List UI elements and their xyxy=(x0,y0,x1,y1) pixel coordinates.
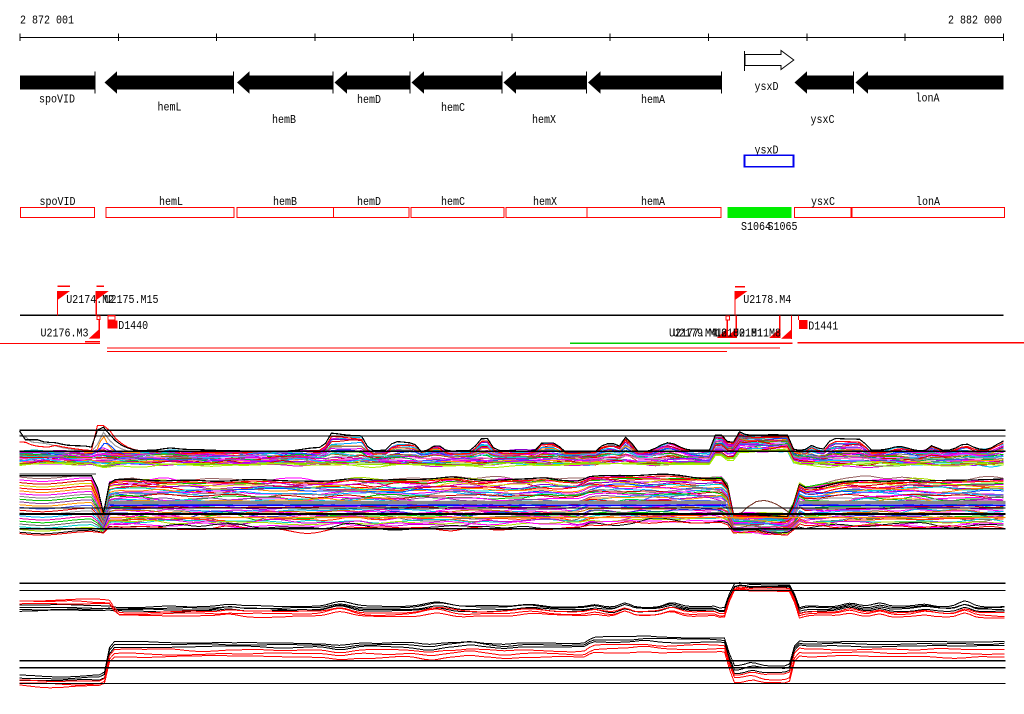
svg-text:U2174.M2: U2174.M2 xyxy=(66,293,114,307)
svg-text:U2179.M16: U2179.M16 xyxy=(673,327,727,341)
svg-text:spoVID: spoVID xyxy=(39,93,75,107)
svg-text:U2175.M15: U2175.M15 xyxy=(105,293,159,307)
svg-text:hemX: hemX xyxy=(532,113,556,127)
svg-text:2 882 000: 2 882 000 xyxy=(948,14,1002,28)
svg-text:hemB: hemB xyxy=(272,113,296,127)
svg-text:D1441: D1441 xyxy=(808,320,838,334)
svg-text:ysxC: ysxC xyxy=(811,113,835,127)
svg-text:hemD: hemD xyxy=(357,93,381,107)
svg-text:lonA: lonA xyxy=(916,195,941,209)
svg-text:U2178.M4: U2178.M4 xyxy=(743,293,791,307)
svg-text:U2177.M4: U2177.M4 xyxy=(669,327,717,341)
svg-text:2 872 001: 2 872 001 xyxy=(20,14,74,28)
svg-text:ysxD: ysxD xyxy=(755,144,779,158)
svg-text:hemX: hemX xyxy=(533,195,557,209)
svg-text:U2176.M3: U2176.M3 xyxy=(41,327,89,341)
svg-text:S1065: S1065 xyxy=(768,220,798,234)
svg-text:U2181.M8: U2181.M8 xyxy=(733,327,781,341)
svg-text:U2180.M11: U2180.M11 xyxy=(715,327,769,341)
svg-text:ysxC: ysxC xyxy=(811,195,835,209)
svg-text:D1440: D1440 xyxy=(118,319,148,333)
svg-text:S1064: S1064 xyxy=(741,220,771,234)
svg-text:hemA: hemA xyxy=(641,93,666,107)
svg-text:ysxD: ysxD xyxy=(755,80,779,94)
svg-text:hemA: hemA xyxy=(641,195,666,209)
svg-text:hemD: hemD xyxy=(357,195,381,209)
svg-text:spoVID: spoVID xyxy=(40,195,76,209)
svg-text:hemL: hemL xyxy=(158,101,182,115)
svg-text:hemL: hemL xyxy=(159,195,183,209)
svg-text:hemB: hemB xyxy=(273,195,297,209)
svg-text:hemC: hemC xyxy=(441,195,465,209)
svg-text:hemC: hemC xyxy=(441,101,465,115)
svg-text:lonA: lonA xyxy=(916,92,941,106)
